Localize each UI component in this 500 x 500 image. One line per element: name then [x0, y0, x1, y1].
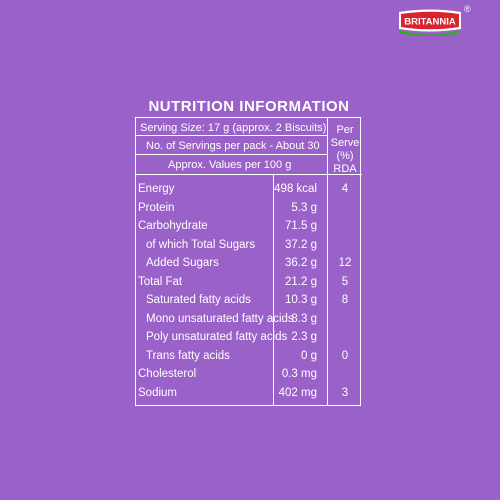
brand-logo: BRITANNIA	[397, 8, 463, 36]
nutrient-label: Carbohydrate	[138, 220, 208, 232]
nutrient-value: 71.5 g	[285, 220, 317, 232]
nutrient-label: Mono unsaturated fatty acids	[146, 312, 294, 325]
nutrient-rda: 4	[341, 183, 349, 195]
nutrient-label: Trans fatty acids	[146, 349, 230, 362]
nutrient-rda: 5	[341, 275, 349, 288]
nutrient-value: 10.3 g	[285, 294, 317, 306]
nutrient-rda: 12	[338, 257, 352, 269]
nutrient-value: 498 kcal	[274, 183, 317, 195]
nutrient-value: 8.3 g	[291, 312, 317, 325]
nutrient-value: 36.2 g	[285, 257, 317, 269]
nutrient-rda: 0	[341, 349, 349, 362]
table-row: Cholesterol 0.3 mg	[136, 365, 362, 384]
table-row: Energy 498 kcal 4	[136, 180, 362, 199]
table-row: Trans fatty acids 0 g 0	[136, 347, 362, 366]
table-row: Protein 5.3 g	[136, 199, 362, 218]
column-divider	[273, 174, 274, 405]
table-row: Saturated fatty acids 10.3 g 8	[136, 291, 362, 310]
nutrient-label: Cholesterol	[138, 368, 197, 380]
nutrient-label: Protein	[138, 201, 175, 214]
registered-mark: ®	[464, 4, 471, 14]
approx-values-header: Approx. Values per 100 g	[168, 159, 292, 171]
nutrient-value: 5.3 g	[291, 201, 317, 214]
nutrient-value: 402 mg	[278, 386, 317, 399]
servings-per-pack: No. of Servings per pack - About 30	[146, 140, 320, 152]
nutrient-label: Sodium	[138, 386, 177, 399]
nutrient-label: of which Total Sugars	[146, 238, 256, 251]
nutrient-value: 37.2 g	[285, 238, 317, 251]
nutrient-label: Total Fat	[138, 275, 183, 288]
nutrient-value: 0.3 mg	[281, 368, 317, 380]
nutrition-table: Serving Size: 17 g (approx. 2 Biscuits) …	[135, 117, 362, 406]
table-row: Carbohydrate 71.5 g	[136, 217, 362, 236]
table-row: of which Total Sugars 37.2 g	[136, 236, 362, 255]
brand-logo-text: BRITANNIA	[404, 17, 456, 28]
table-row: Poly unsaturated fatty acids 2.3 g	[136, 328, 362, 347]
panel-title: NUTRITION INFORMATION	[148, 98, 350, 115]
nutrient-label: Added Sugars	[146, 257, 219, 269]
nutrient-value: 21.2 g	[285, 275, 317, 288]
per-serve-rda-header: Per Serve (%) RDA	[330, 124, 360, 175]
table-row: Sodium 402 mg 3	[136, 384, 362, 403]
nutrient-rda: 8	[341, 294, 349, 306]
serving-size: Serving Size: 17 g (approx. 2 Biscuits)	[140, 122, 327, 134]
table-row: Total Fat 21.2 g 5	[136, 273, 362, 292]
nutrient-rda: 3	[341, 386, 349, 399]
column-divider	[327, 118, 328, 405]
nutrient-label: Energy	[138, 183, 175, 195]
nutrition-panel: NUTRITION INFORMATION Serving Size: 17 g…	[135, 97, 362, 406]
nutrient-label: Saturated fatty acids	[146, 294, 251, 306]
table-row: Mono unsaturated fatty acids 8.3 g	[136, 310, 362, 329]
nutrient-value: 2.3 g	[291, 331, 317, 343]
table-row: Added Sugars 36.2 g 12	[136, 254, 362, 273]
nutrient-rows: Energy 498 kcal 4 Protein 5.3 g Carbohyd…	[136, 180, 362, 402]
nutrient-value: 0 g	[301, 349, 317, 362]
nutrient-label: Poly unsaturated fatty acids	[146, 331, 288, 343]
